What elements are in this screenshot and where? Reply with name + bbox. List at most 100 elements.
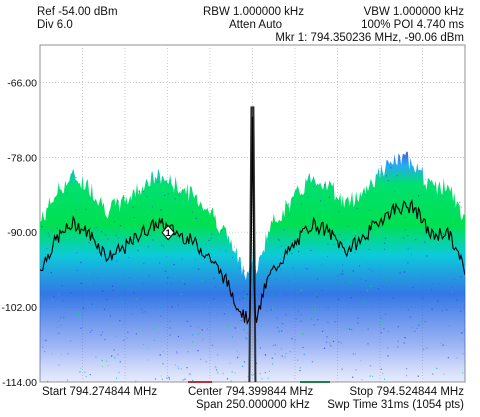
speckle-dot (397, 210, 399, 212)
speckle-dot (360, 278, 362, 280)
speckle-dot (223, 313, 225, 315)
speckle-dot (289, 218, 291, 220)
speckle-dot (117, 237, 119, 239)
speckle-dot (332, 307, 334, 309)
speckle-dot (387, 347, 389, 349)
speckle-dot (424, 321, 426, 323)
speckle-dot (51, 353, 53, 355)
speckle-dot (245, 337, 247, 339)
speckle-dot (80, 367, 82, 370)
speckle-dot (259, 347, 261, 349)
y-tick-label: -102.00 (1, 302, 37, 314)
speckle-dot (362, 301, 364, 303)
speckle-dot (72, 311, 75, 313)
speckle-dot (181, 258, 183, 260)
speckle-dot (278, 331, 280, 333)
speckle-dot (299, 381, 301, 382)
speckle-dot (200, 247, 202, 249)
speckle-dot (228, 325, 230, 328)
speckle-dot (397, 166, 399, 168)
speckle-dot (129, 231, 131, 233)
speckle-dot (197, 350, 199, 352)
speckle-dot (276, 317, 278, 319)
speckle-dot (217, 372, 219, 374)
speckle-dot (243, 329, 245, 331)
speckle-dot (69, 340, 72, 342)
speckle-dot (342, 273, 344, 275)
speckle-dot (222, 241, 224, 243)
speckle-dot (381, 321, 384, 323)
speckle-dot (177, 335, 180, 338)
speckle-dot (419, 321, 421, 324)
speckle-dot (441, 310, 443, 312)
speckle-dot (76, 252, 78, 254)
speckle-dot (58, 320, 60, 322)
speckle-dot (147, 347, 149, 349)
speckle-dot (403, 271, 406, 273)
speckle-dot (136, 262, 138, 264)
speckle-dot (205, 361, 207, 363)
speckle-dot (280, 245, 282, 247)
speckle-dot (192, 334, 194, 336)
speckle-dot (242, 365, 244, 367)
speckle-dot (268, 370, 270, 372)
speckle-dot (340, 342, 342, 344)
speckle-dot (266, 245, 268, 247)
speckle-dot (208, 239, 210, 242)
speckle-dot (251, 374, 253, 376)
speckle-dot (384, 242, 386, 244)
speckle-dot (111, 285, 114, 287)
speckle-dot (352, 270, 354, 272)
speckle-dot (394, 175, 397, 177)
speckle-dot (167, 277, 169, 279)
speckle-dot (255, 339, 257, 341)
speckle-dot (196, 302, 198, 304)
speckle-dot (404, 337, 406, 339)
speckle-dot (242, 276, 245, 278)
speckle-dot (345, 327, 348, 330)
speckle-dot (412, 286, 414, 288)
speckle-dot (193, 308, 195, 311)
speckle-dot (377, 172, 380, 174)
speckle-dot (211, 233, 213, 235)
speckle-dot (171, 306, 173, 308)
speckle-dot (182, 379, 184, 381)
speckle-dot (393, 229, 395, 231)
speckle-dot (159, 262, 161, 264)
speckle-dot (107, 364, 109, 367)
speckle-dot (431, 280, 433, 282)
speckle-dot (47, 232, 49, 234)
speckle-dot (80, 261, 82, 264)
speckle-dot (409, 247, 412, 249)
speckle-dot (40, 295, 41, 297)
speckle-dot (452, 209, 454, 211)
speckle-dot (292, 267, 294, 269)
speckle-dot (164, 270, 167, 272)
speckle-dot (85, 207, 87, 209)
speckle-dot (135, 380, 137, 382)
speckle-dot (201, 329, 203, 331)
speckle-dot (311, 361, 313, 363)
speckle-dot (371, 208, 374, 211)
speckle-dot (271, 293, 273, 296)
speckle-dot (85, 376, 87, 378)
speckle-dot (89, 374, 91, 376)
speckle-dot (243, 277, 245, 280)
speckle-dot (147, 359, 149, 361)
speckle-dot (242, 297, 244, 299)
speckle-dot (46, 248, 48, 250)
speckle-dot (118, 371, 120, 373)
speckle-dot (294, 264, 296, 267)
speckle-dot (418, 324, 420, 326)
speckle-dot (141, 329, 143, 331)
speckle-dot (384, 237, 386, 239)
speckle-dot (121, 264, 123, 266)
speckle-dot (277, 327, 279, 329)
speckle-dot (266, 310, 268, 312)
speckle-dot (267, 238, 269, 240)
speckle-dot (284, 250, 286, 252)
speckle-dot (56, 227, 58, 229)
speckle-dot (380, 332, 382, 334)
speckle-dot (225, 307, 227, 309)
